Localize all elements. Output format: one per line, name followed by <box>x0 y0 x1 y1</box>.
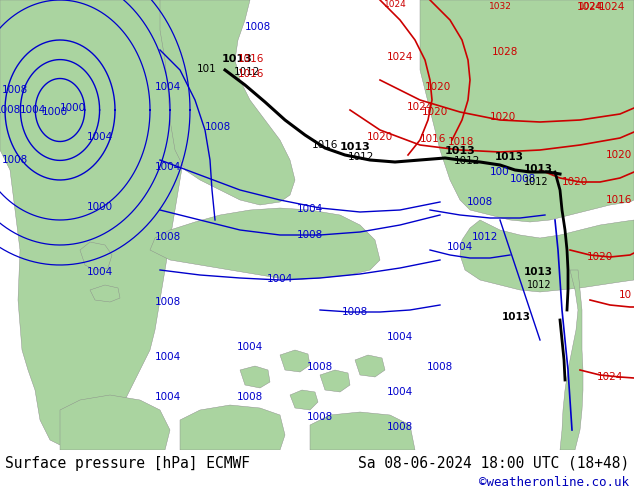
Text: 1004: 1004 <box>87 132 113 142</box>
Text: 1004: 1004 <box>387 332 413 342</box>
Text: 1008: 1008 <box>155 297 181 307</box>
Text: 1004: 1004 <box>87 267 113 277</box>
Text: 1000: 1000 <box>42 107 68 117</box>
Text: 1013: 1013 <box>340 142 371 152</box>
Text: 1012: 1012 <box>348 152 374 162</box>
Text: 1020: 1020 <box>587 252 613 262</box>
Text: 1020: 1020 <box>490 112 516 122</box>
Text: 1013: 1013 <box>495 152 524 162</box>
Text: Sa 08-06-2024 18:00 UTC (18+48): Sa 08-06-2024 18:00 UTC (18+48) <box>358 456 629 470</box>
Polygon shape <box>0 0 220 450</box>
Text: 1013: 1013 <box>502 312 531 322</box>
Text: 1012: 1012 <box>527 280 552 290</box>
Text: 1013: 1013 <box>222 54 253 64</box>
Text: 1004: 1004 <box>20 105 46 115</box>
Text: 1008: 1008 <box>387 422 413 432</box>
Text: 1008: 1008 <box>2 85 29 95</box>
Text: 1004: 1004 <box>447 242 473 252</box>
Polygon shape <box>560 270 583 450</box>
Polygon shape <box>150 208 380 280</box>
Text: 1000: 1000 <box>60 103 86 113</box>
Text: 1024: 1024 <box>577 2 603 12</box>
Text: 1020: 1020 <box>425 82 451 92</box>
Text: ©weatheronline.co.uk: ©weatheronline.co.uk <box>479 475 629 489</box>
Polygon shape <box>355 355 385 377</box>
Text: 1012: 1012 <box>234 67 261 77</box>
Text: 1008: 1008 <box>2 155 29 165</box>
Text: 1004: 1004 <box>155 162 181 172</box>
Text: 1008: 1008 <box>245 22 271 32</box>
Text: 1032: 1032 <box>489 2 512 11</box>
Text: 1020: 1020 <box>605 150 632 160</box>
Text: 1004: 1004 <box>155 82 181 92</box>
Text: 1024: 1024 <box>598 2 625 12</box>
Polygon shape <box>240 366 270 388</box>
Polygon shape <box>310 412 415 450</box>
Text: 1018: 1018 <box>448 137 474 147</box>
Text: 1013: 1013 <box>524 267 553 277</box>
Text: 1016: 1016 <box>238 54 264 64</box>
Text: 1013: 1013 <box>445 146 476 156</box>
Polygon shape <box>180 405 285 450</box>
Text: 1008: 1008 <box>427 362 453 372</box>
Text: 1028: 1028 <box>492 47 518 57</box>
Polygon shape <box>80 242 112 270</box>
Text: 1024: 1024 <box>384 0 406 9</box>
Text: 1004: 1004 <box>297 204 323 214</box>
Text: 1008: 1008 <box>205 122 231 132</box>
Text: 1013: 1013 <box>524 164 553 174</box>
Text: 1024: 1024 <box>579 2 602 11</box>
Text: 1020: 1020 <box>562 177 588 187</box>
Polygon shape <box>60 395 170 450</box>
Text: 1012: 1012 <box>454 156 481 166</box>
Text: 1004: 1004 <box>387 387 413 397</box>
Text: 1008: 1008 <box>0 105 22 115</box>
Text: 10: 10 <box>619 290 632 300</box>
Text: 1024: 1024 <box>387 52 413 62</box>
Polygon shape <box>160 0 295 205</box>
Text: 1016: 1016 <box>605 195 632 205</box>
Text: 1012: 1012 <box>472 232 498 242</box>
Text: 101: 101 <box>197 64 217 74</box>
Text: 1004: 1004 <box>267 274 293 284</box>
Text: 1008: 1008 <box>297 230 323 240</box>
Text: 1008: 1008 <box>510 174 536 184</box>
Text: 1004: 1004 <box>155 392 181 402</box>
Text: 1020: 1020 <box>422 107 448 117</box>
Text: 1016: 1016 <box>420 134 446 144</box>
Polygon shape <box>90 285 120 302</box>
Text: 1012: 1012 <box>524 177 548 187</box>
Text: 1016: 1016 <box>312 140 339 150</box>
Text: Surface pressure [hPa] ECMWF: Surface pressure [hPa] ECMWF <box>5 456 250 470</box>
Text: 1020: 1020 <box>367 132 393 142</box>
Text: 1016: 1016 <box>238 69 264 79</box>
Text: 1000: 1000 <box>87 202 113 212</box>
Text: 1004: 1004 <box>237 342 263 352</box>
Polygon shape <box>290 390 318 410</box>
Text: 1024: 1024 <box>597 372 623 382</box>
Text: 1024: 1024 <box>407 102 433 112</box>
Polygon shape <box>420 0 634 222</box>
Text: 100: 100 <box>490 167 510 177</box>
Polygon shape <box>320 370 350 392</box>
Text: 1008: 1008 <box>237 392 263 402</box>
Polygon shape <box>280 350 310 372</box>
Text: 1008: 1008 <box>307 412 333 422</box>
Polygon shape <box>460 220 634 292</box>
Text: 1008: 1008 <box>307 362 333 372</box>
Text: 1008: 1008 <box>467 197 493 207</box>
Text: 1004: 1004 <box>155 352 181 362</box>
Text: 1008: 1008 <box>342 307 368 317</box>
Text: 1008: 1008 <box>155 232 181 242</box>
